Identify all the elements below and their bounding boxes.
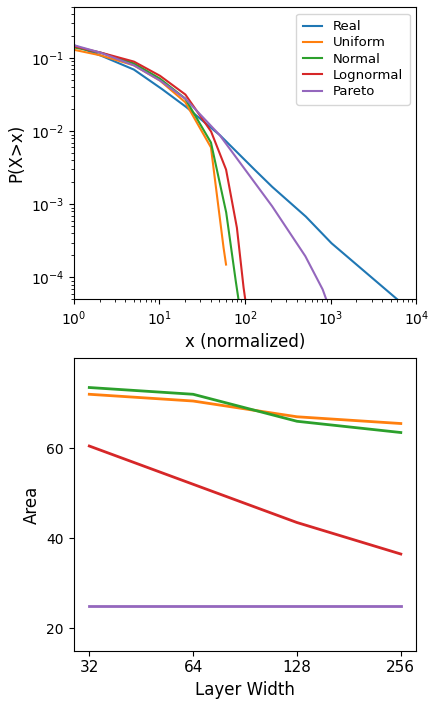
Uniform xyxy=(79,47,84,56)
Uniform xyxy=(223,261,228,269)
Normal xyxy=(151,71,157,79)
Normal xyxy=(147,68,152,77)
Normal xyxy=(201,126,207,135)
Lognormal xyxy=(80,44,85,52)
Lognormal xyxy=(71,42,76,51)
Normal xyxy=(232,265,237,274)
Normal xyxy=(236,299,242,307)
Uniform xyxy=(145,69,150,78)
Normal xyxy=(232,266,237,275)
Real xyxy=(71,41,76,49)
Lognormal xyxy=(155,71,160,79)
Pareto xyxy=(324,297,329,305)
Lognormal xyxy=(151,68,156,76)
Pareto xyxy=(191,103,196,112)
Normal xyxy=(71,43,76,52)
Uniform xyxy=(141,67,146,76)
Line: Normal: Normal xyxy=(74,47,239,303)
Pareto xyxy=(85,44,90,53)
Real xyxy=(238,151,243,160)
Line: Pareto: Pareto xyxy=(74,45,334,321)
Real xyxy=(341,249,346,258)
Pareto xyxy=(332,317,337,325)
Line: Lognormal: Lognormal xyxy=(74,47,247,311)
Real xyxy=(89,47,94,56)
Line: Uniform: Uniform xyxy=(74,49,226,265)
Real xyxy=(228,143,234,151)
Y-axis label: Area: Area xyxy=(23,486,41,524)
Lognormal xyxy=(208,126,213,134)
Lognormal xyxy=(244,306,249,315)
Uniform xyxy=(219,228,224,237)
X-axis label: Layer Width: Layer Width xyxy=(195,681,295,699)
Lognormal xyxy=(239,268,244,276)
Real xyxy=(404,303,409,311)
Line: Real: Real xyxy=(74,45,416,316)
Y-axis label: P(X>x): P(X>x) xyxy=(7,124,25,182)
Uniform xyxy=(71,45,76,54)
Pareto xyxy=(71,41,76,49)
Uniform xyxy=(219,229,224,237)
Legend: Real, Uniform, Normal, Lognormal, Pareto: Real, Uniform, Normal, Lognormal, Pareto xyxy=(296,13,410,105)
X-axis label: x (normalized): x (normalized) xyxy=(185,333,305,352)
Real xyxy=(414,311,419,320)
Pareto xyxy=(324,296,329,304)
Real xyxy=(404,303,409,311)
Normal xyxy=(79,44,85,53)
Pareto xyxy=(198,110,203,119)
Uniform xyxy=(191,113,196,121)
Lognormal xyxy=(239,268,245,277)
Pareto xyxy=(276,212,282,220)
